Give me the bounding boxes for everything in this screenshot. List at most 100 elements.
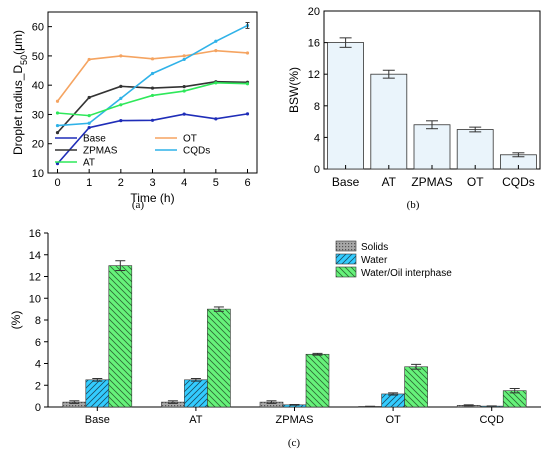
y-tick-label: 16 <box>308 38 320 50</box>
bar-water-at <box>184 379 208 408</box>
x-tick-label: CQDs <box>502 175 535 189</box>
series-line-cqds <box>57 24 248 127</box>
y-tick-label: 60 <box>32 22 44 34</box>
bar-water-base <box>85 379 110 408</box>
series-point-at <box>119 103 123 107</box>
x-tick-label: OT <box>385 414 401 426</box>
series-point-base <box>150 118 155 122</box>
series-point-base <box>245 112 250 116</box>
series-point-cqds <box>119 96 123 100</box>
y-tick-label: 0 <box>35 402 41 414</box>
series-point-cqds <box>182 57 186 62</box>
series-point-zpmas <box>182 85 186 89</box>
series-point-zpmas <box>119 84 123 88</box>
series-point-cqds <box>55 123 60 128</box>
bar-water-oil-interphase-base <box>108 265 133 408</box>
y-tick-label: 14 <box>29 250 41 262</box>
legend-swatch-water <box>335 253 357 265</box>
legend-label-at: AT <box>83 158 95 169</box>
bar-zpmas <box>413 124 451 170</box>
legend-swatch-water-oil-interphase <box>335 266 357 278</box>
y-axis-label: BSW(%) <box>287 67 301 113</box>
bar-water-ot <box>381 393 405 408</box>
series-point-at <box>87 114 91 118</box>
y-tick-label: 4 <box>35 359 41 371</box>
series-point-ot <box>150 57 155 61</box>
legend-label-water: Water <box>361 255 388 266</box>
y-tick-label: 30 <box>32 109 44 121</box>
series-point-base <box>119 119 123 123</box>
x-tick-label: Base <box>85 414 110 426</box>
x-tick-label: Base <box>332 175 360 189</box>
y-tick-label: 4 <box>314 132 320 144</box>
series-point-zpmas <box>150 86 155 90</box>
bar-at <box>370 73 408 170</box>
legend-label-solids: Solids <box>361 242 388 253</box>
series-point-at <box>182 89 186 93</box>
series-point-ot <box>245 51 250 55</box>
x-tick-label: ZPMAS <box>411 175 452 189</box>
series-point-ot <box>182 54 186 58</box>
panel-label-c: (c) <box>288 437 301 449</box>
y-axis-label: Droplet radius_D50(μm) <box>11 30 29 155</box>
y-tick-label: 8 <box>314 101 320 113</box>
y-tick-label: 12 <box>29 272 41 284</box>
series-point-at <box>214 81 218 85</box>
series-point-ot <box>87 57 91 62</box>
x-tick-label: 2 <box>118 177 124 189</box>
y-tick-label: 6 <box>35 337 41 349</box>
x-tick-label: 4 <box>181 177 187 189</box>
series-point-ot <box>214 49 218 53</box>
series-point-ot <box>119 54 123 58</box>
series-point-zpmas <box>87 95 91 100</box>
y-tick-label: 0 <box>314 164 320 176</box>
bar-ot <box>456 129 494 170</box>
y-tick-label: 20 <box>32 139 44 151</box>
bar-water-oil-interphase-ot <box>404 366 428 408</box>
legend-label-cqds: CQDs <box>183 146 210 157</box>
series-point-zpmas <box>55 131 60 135</box>
series-point-base <box>55 162 60 166</box>
y-tick-label: 50 <box>32 51 44 63</box>
bar-base <box>327 42 365 170</box>
y-axis-label: (%) <box>9 311 23 330</box>
panel-label-a: (a) <box>132 199 145 211</box>
y-tick-label: 8 <box>35 315 41 327</box>
x-axis-label: Time (h) <box>130 191 174 205</box>
y-tick-label: 16 <box>29 228 41 240</box>
x-tick-label: 1 <box>86 177 92 189</box>
chart-c-phase-percentages: 0 2 4 6 8 10 12 14 16 (%) Base AT ZPMAS OT CQD Solids Wa… <box>9 228 541 449</box>
legend-swatch-solids <box>335 240 357 252</box>
y-tick-label: 12 <box>308 69 320 81</box>
series-point-ot <box>55 99 60 103</box>
y-tick-label: 2 <box>35 380 41 392</box>
x-tick-label: OT <box>467 175 484 189</box>
series-point-base <box>214 117 218 121</box>
bar-water-oil-interphase-at <box>207 308 231 408</box>
series-point-cqds <box>87 121 91 125</box>
series-point-cqds <box>150 71 155 76</box>
x-tick-label: AT <box>382 175 397 189</box>
series-point-at <box>150 93 155 98</box>
legend-label-water-oil-interphase: Water/Oil interphase <box>361 268 452 279</box>
y-tick-label: 40 <box>32 80 44 92</box>
chart-a-droplet-radius: 10 20 30 40 50 60 0 1 2 3 4 5 6 Time (h) Droplet radiu… <box>11 11 258 211</box>
series-point-at <box>245 82 250 86</box>
panel-label-b: (b) <box>407 199 420 211</box>
series-point-at <box>55 111 60 115</box>
series-point-base <box>87 126 91 130</box>
x-tick-label: 6 <box>244 177 250 189</box>
x-tick-label: AT <box>189 414 203 426</box>
y-tick-label: 10 <box>29 293 41 305</box>
y-tick-label: 10 <box>32 168 44 180</box>
legend-label-zpmas: ZPMAS <box>83 146 118 157</box>
x-tick-label: 3 <box>149 177 155 189</box>
series-point-cqds <box>214 39 218 43</box>
x-tick-label: CQD <box>479 414 504 426</box>
x-tick-label: 5 <box>213 177 219 189</box>
y-tick-label: 20 <box>308 6 320 18</box>
chart-b-bsw: 0 4 8 12 16 20 BSW(%) Base AT ZPMAS OT CQDs (b) <box>287 6 541 211</box>
series-point-base <box>182 112 186 116</box>
x-tick-label: ZPMAS <box>276 414 314 426</box>
